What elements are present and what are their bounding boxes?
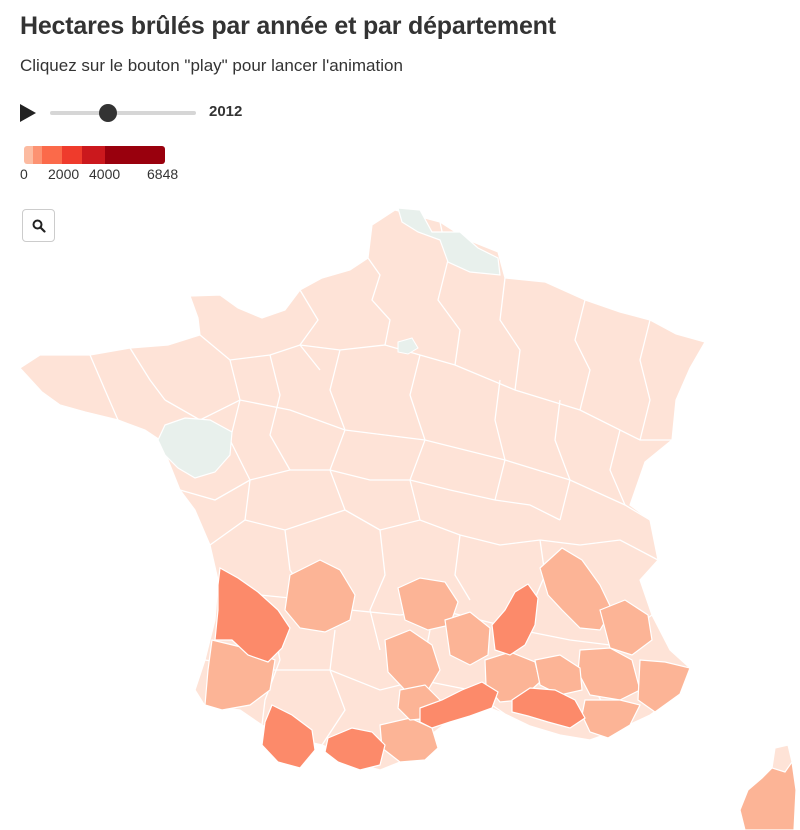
legend-tick-0: 0 [20,166,28,182]
year-slider-thumb[interactable] [99,104,118,122]
page-subtitle: Cliquez sur le bouton "play" pour lancer… [20,56,403,75]
color-legend: 0 2000 4000 6848 [20,146,220,186]
play-icon [20,104,36,122]
dept-paris[interactable] [397,337,419,355]
zoom-button[interactable] [22,209,55,242]
year-label: 2012 [209,103,243,120]
dept-ardeche[interactable] [491,583,539,656]
dept-herault[interactable] [419,681,499,729]
legend-swatch-1 [24,146,33,164]
dept-vaucluse[interactable] [534,654,583,696]
dept-dordogne[interactable] [284,559,356,633]
dept-gironde[interactable] [214,567,291,663]
dept-bouches-du-rhone[interactable] [511,687,586,729]
dept-haute-loire[interactable] [444,611,491,666]
year-slider[interactable] [50,104,196,122]
play-button[interactable] [20,104,36,122]
magnifier-icon [32,219,46,233]
dept-lot[interactable] [384,629,441,691]
page-title: Hectares brûlés par année et par départe… [20,12,556,40]
dept-cantal[interactable] [397,577,459,631]
dept-alpes-maritimes[interactable] [637,659,691,713]
legend-tick-6848: 6848 [147,166,179,182]
legend-tick-4000: 4000 [89,166,121,182]
legend-swatch-5 [82,146,105,164]
animation-controls: 2012 [20,100,280,126]
legend-swatch-6 [105,146,165,164]
dept-ariege[interactable] [324,727,386,771]
legend-color-bar [24,146,165,164]
legend-swatch-2 [33,146,42,164]
legend-swatch-3 [42,146,62,164]
corsica-north[interactable] [771,744,793,773]
legend-tick-2000: 2000 [48,166,80,182]
dept-nord[interactable] [397,207,501,276]
dept-var[interactable] [581,699,641,739]
dept-pyrenees-atlantiques[interactable] [261,704,316,769]
dept-loire-atlantique[interactable] [157,417,233,479]
legend-swatch-4 [62,146,82,164]
